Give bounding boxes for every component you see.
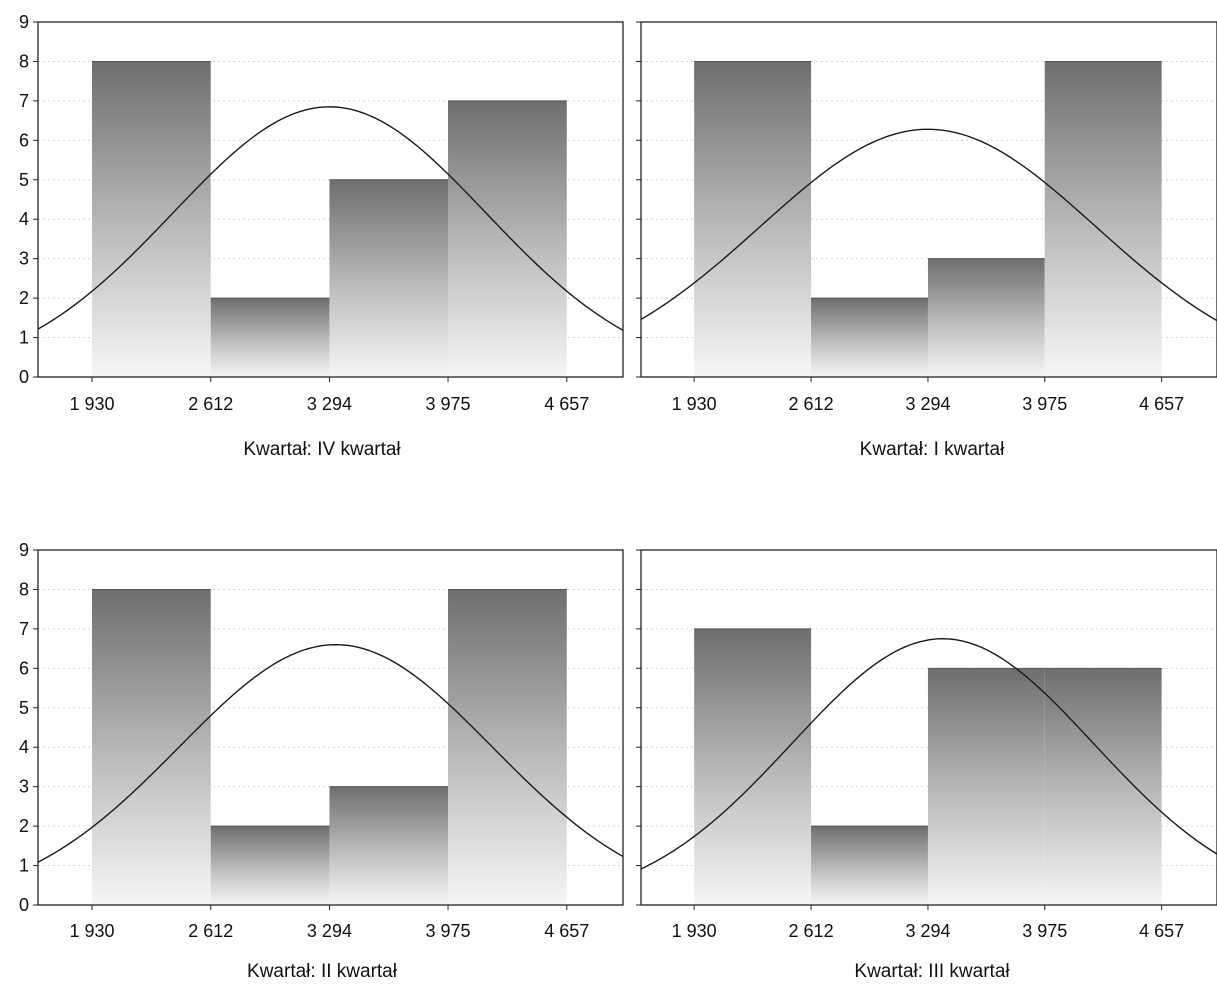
x-tick-label: 2 612 [188,394,233,414]
y-tick-label: 2 [19,288,29,308]
histogram-bar [1044,61,1162,377]
panel-caption: Kwartał: III kwartał [854,961,1010,982]
histogram-bar [694,628,812,905]
x-tick-label: 1 930 [672,394,717,414]
histogram-bar [329,786,449,905]
histogram-bar [448,589,567,905]
x-tick-label: 2 612 [188,921,233,941]
y-tick-label: 8 [19,579,29,599]
x-tick-label: 3 975 [425,921,470,941]
histogram-bar [927,668,1045,905]
y-tick-label: 5 [19,170,29,190]
panel-caption: Kwartał: I kwartał [860,439,1005,460]
y-tick-label: 2 [19,816,29,836]
y-tick-label: 0 [19,367,29,387]
y-tick-label: 1 [19,328,29,348]
x-tick-label: 3 975 [1022,394,1067,414]
x-tick-label: 2 612 [789,394,834,414]
y-tick-label: 5 [19,698,29,718]
y-tick-label: 8 [19,51,29,71]
histogram-bar [811,298,928,377]
plot-frame [640,549,1217,906]
x-tick-label: 3 294 [307,394,352,414]
histogram-bar [329,179,449,377]
plot-frame [640,21,1217,378]
x-tick-label: 3 294 [905,921,950,941]
x-tick-label: 3 294 [307,921,352,941]
histogram-bar [91,589,211,905]
y-tick-label: 6 [19,130,29,150]
x-tick-label: 3 294 [905,394,950,414]
y-tick-label: 3 [19,249,29,269]
x-tick-label: 1 930 [672,921,717,941]
histogram-bar [811,826,928,905]
y-tick-label: 6 [19,658,29,678]
histogram-panel-3: 0 1 2 3 4 5 6 7 8 9 1 930 2 612 3 294 3 975 4 657 Kwart… [19,540,624,982]
histogram-bar [210,826,330,905]
histogram-bar [448,100,567,377]
x-tick-label: 4 657 [544,394,589,414]
y-tick-label: 9 [19,540,29,560]
x-tick-label: 1 930 [69,394,114,414]
y-tick-label: 0 [19,895,29,915]
y-tick-label: 4 [19,209,29,229]
histogram-bar [1044,668,1162,905]
histogram-panel-1: 0 1 2 3 4 5 6 7 8 9 1 930 2 612 3 294 3 975 4 657 Kwart… [19,12,624,460]
x-tick-label: 1 930 [69,921,114,941]
x-tick-label: 3 975 [425,394,470,414]
y-tick-label: 3 [19,777,29,797]
normal-curve [38,643,623,863]
normal-curve [641,638,1217,870]
histogram-bar [927,258,1045,377]
normal-curve [641,128,1217,322]
x-tick-label: 4 657 [1139,394,1184,414]
histogram-panel-4: 1 930 2 612 3 294 3 975 4 657 Kwartał: III kw… [636,549,1217,982]
histogram-bar [210,298,330,377]
plot-frame [37,21,624,378]
histogram-panel-2: 1 930 2 612 3 294 3 975 4 657 Kwartał: I kwar… [636,21,1217,460]
y-tick-label: 1 [19,856,29,876]
histogram-bar [91,61,211,377]
x-tick-label: 3 975 [1022,921,1067,941]
y-tick-label: 7 [19,91,29,111]
y-tick-label: 9 [19,12,29,32]
plot-frame [37,549,624,906]
normal-curve [38,106,623,331]
y-tick-label: 4 [19,737,29,757]
histogram-bar [694,61,812,377]
x-tick-label: 4 657 [1139,921,1184,941]
panel-caption: Kwartał: II kwartał [247,961,398,982]
panel-caption: Kwartał: IV kwartał [243,439,401,460]
y-tick-label: 7 [19,619,29,639]
x-tick-label: 2 612 [789,921,834,941]
x-tick-label: 4 657 [544,921,589,941]
